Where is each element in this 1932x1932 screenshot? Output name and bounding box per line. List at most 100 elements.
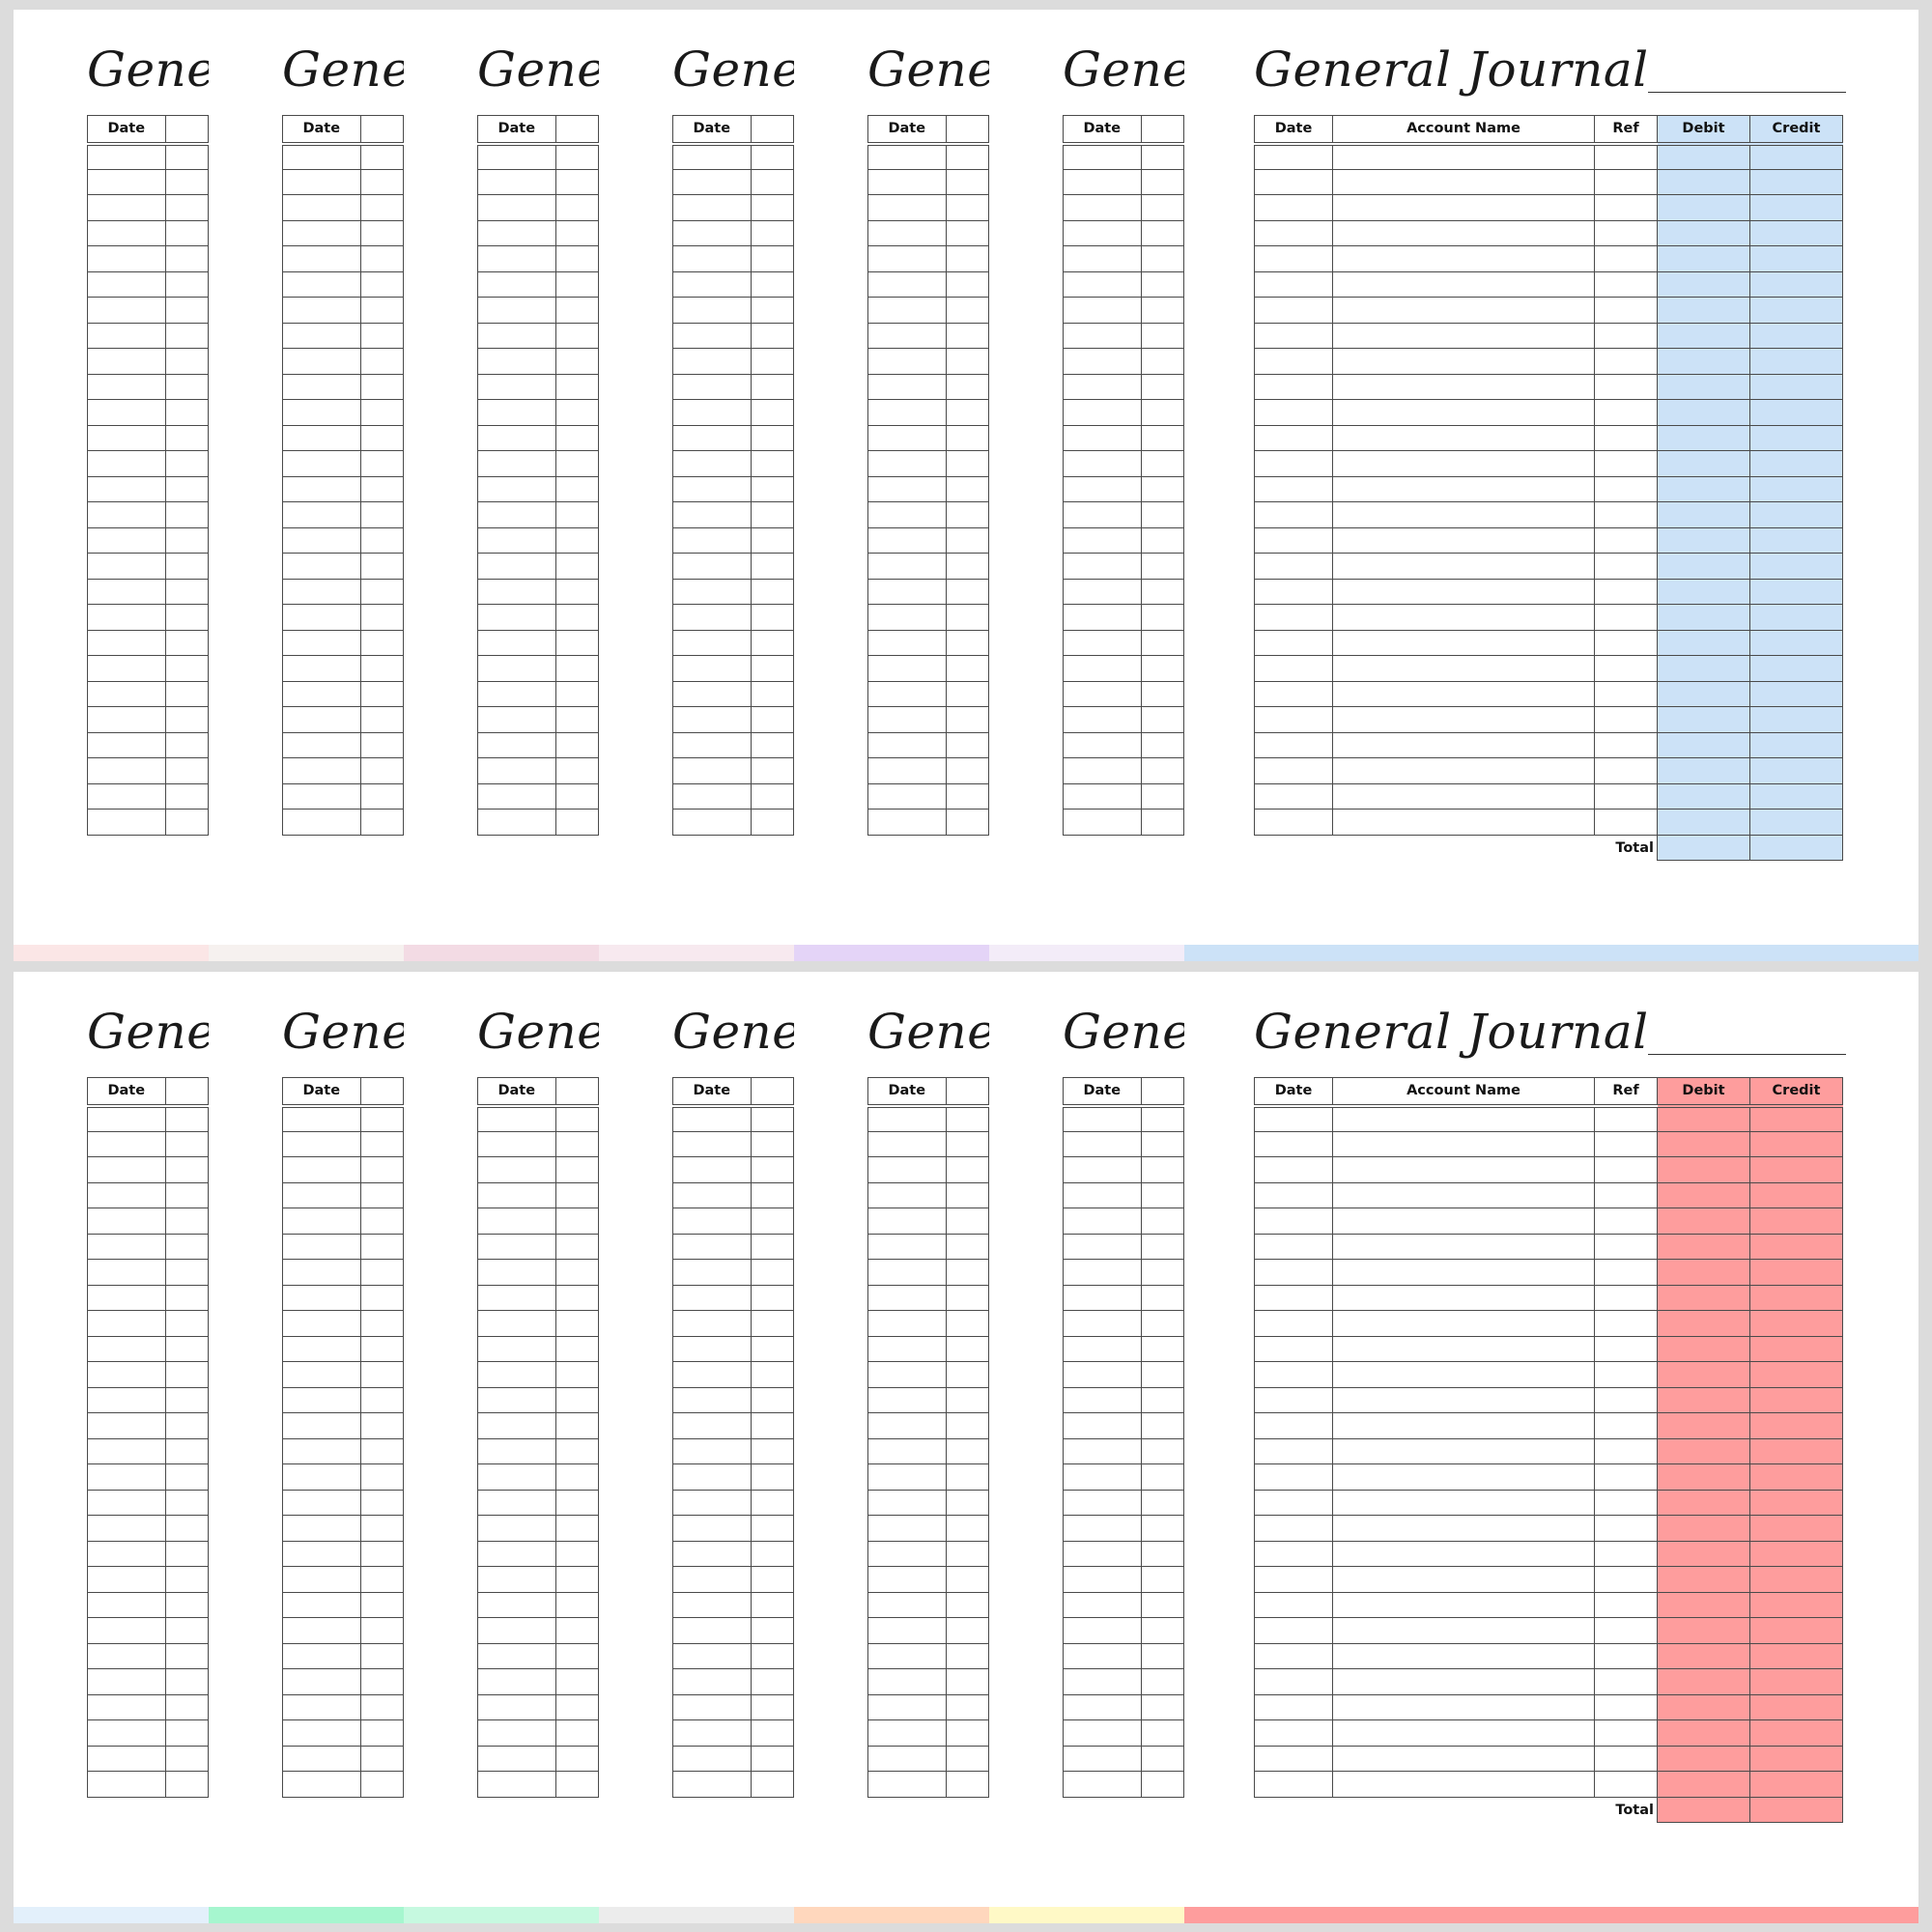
account-cell[interactable] [750,706,794,733]
account-cell[interactable] [359,1386,404,1413]
date-cell[interactable] [477,270,556,298]
date-cell[interactable] [282,1335,361,1362]
account-cell[interactable] [359,1771,404,1798]
account-cell[interactable] [945,1335,989,1362]
date-cell[interactable] [477,1181,556,1208]
account-cell[interactable] [750,1156,794,1183]
account-name-cell[interactable] [1332,143,1595,170]
account-cell[interactable] [554,501,599,528]
credit-cell[interactable] [1749,1437,1843,1464]
account-cell[interactable] [359,731,404,758]
date-cell[interactable] [87,809,166,836]
account-cell[interactable] [1140,680,1184,707]
account-cell[interactable] [359,1642,404,1669]
account-name-cell[interactable] [1332,1771,1595,1798]
date-cell[interactable] [672,1719,752,1747]
account-cell[interactable] [750,1412,794,1439]
account-cell[interactable] [164,655,209,682]
debit-cell[interactable] [1657,194,1750,221]
date-cell[interactable] [282,1591,361,1618]
date-cell[interactable] [1254,1719,1333,1747]
date-cell[interactable] [672,731,752,758]
account-cell[interactable] [945,1771,989,1798]
ref-cell[interactable] [1594,1566,1658,1593]
account-name-cell[interactable] [1332,1463,1595,1491]
date-cell[interactable] [672,1361,752,1388]
debit-cell[interactable] [1657,1540,1750,1567]
ref-cell[interactable] [1594,809,1658,836]
ref-cell[interactable] [1594,1335,1658,1362]
account-cell[interactable] [1140,1489,1184,1516]
date-cell[interactable] [1063,373,1142,400]
account-cell[interactable] [945,219,989,246]
date-cell[interactable] [1063,629,1142,656]
date-cell[interactable] [867,655,947,682]
credit-cell[interactable] [1749,809,1843,836]
date-cell[interactable] [867,809,947,836]
date-cell[interactable] [1063,219,1142,246]
credit-cell[interactable] [1749,706,1843,733]
date-cell[interactable] [282,1668,361,1695]
account-cell[interactable] [945,706,989,733]
credit-cell[interactable] [1749,1156,1843,1183]
debit-cell[interactable] [1657,245,1750,272]
date-cell[interactable] [672,578,752,605]
date-cell[interactable] [1063,1745,1142,1772]
account-cell[interactable] [945,1105,989,1132]
debit-cell[interactable] [1657,706,1750,733]
debit-cell[interactable] [1657,1130,1750,1157]
account-cell[interactable] [750,1437,794,1464]
date-cell[interactable] [477,1719,556,1747]
date-cell[interactable] [477,680,556,707]
date-cell[interactable] [282,809,361,836]
account-cell[interactable] [1140,1591,1184,1618]
date-cell[interactable] [867,1259,947,1286]
ref-cell[interactable] [1594,1771,1658,1798]
credit-cell[interactable] [1749,1566,1843,1593]
date-cell[interactable] [282,1130,361,1157]
account-cell[interactable] [750,501,794,528]
date-cell[interactable] [87,1156,166,1183]
date-cell[interactable] [87,1642,166,1669]
date-cell[interactable] [1254,1566,1333,1593]
account-cell[interactable] [1140,1361,1184,1388]
account-cell[interactable] [164,1259,209,1286]
ref-cell[interactable] [1594,1617,1658,1644]
account-cell[interactable] [359,1515,404,1542]
account-name-cell[interactable] [1332,1540,1595,1567]
date-cell[interactable] [477,297,556,324]
account-cell[interactable] [359,1412,404,1439]
date-cell[interactable] [477,1489,556,1516]
debit-cell[interactable] [1657,604,1750,631]
date-cell[interactable] [1063,475,1142,502]
account-cell[interactable] [554,1515,599,1542]
account-cell[interactable] [945,809,989,836]
account-cell[interactable] [1140,1540,1184,1567]
account-cell[interactable] [945,1208,989,1235]
ref-cell[interactable] [1594,1540,1658,1567]
account-cell[interactable] [359,1591,404,1618]
account-cell[interactable] [164,1386,209,1413]
date-cell[interactable] [867,219,947,246]
date-cell[interactable] [1254,194,1333,221]
ref-cell[interactable] [1594,731,1658,758]
account-cell[interactable] [359,1668,404,1695]
date-cell[interactable] [672,1130,752,1157]
account-cell[interactable] [1140,348,1184,375]
date-cell[interactable] [1254,1361,1333,1388]
account-cell[interactable] [750,219,794,246]
account-cell[interactable] [750,1181,794,1208]
account-name-cell[interactable] [1332,424,1595,451]
credit-total-cell[interactable] [1749,1796,1843,1823]
date-cell[interactable] [672,809,752,836]
account-cell[interactable] [359,1181,404,1208]
date-cell[interactable] [1254,475,1333,502]
date-cell[interactable] [87,1668,166,1695]
account-cell[interactable] [554,809,599,836]
date-cell[interactable] [1063,578,1142,605]
ref-cell[interactable] [1594,1412,1658,1439]
account-name-cell[interactable] [1332,1719,1595,1747]
account-cell[interactable] [164,1719,209,1747]
date-cell[interactable] [282,1642,361,1669]
date-cell[interactable] [672,194,752,221]
